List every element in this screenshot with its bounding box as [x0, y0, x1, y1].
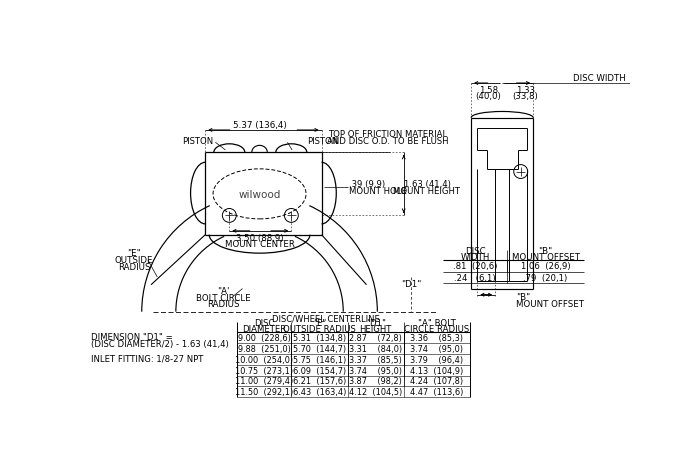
Text: 4.13  (104,9): 4.13 (104,9) [410, 366, 463, 375]
Text: DISC: DISC [465, 246, 485, 255]
Text: wilwood: wilwood [239, 189, 281, 199]
Text: 9.00  (228,6): 9.00 (228,6) [238, 334, 290, 343]
Text: 5.75  (146,1): 5.75 (146,1) [293, 355, 346, 364]
Text: 3.31    (84,0): 3.31 (84,0) [349, 344, 402, 354]
Text: INLET FITTING: 1/8-27 NPT: INLET FITTING: 1/8-27 NPT [90, 354, 203, 363]
Text: 3.87    (98,2): 3.87 (98,2) [349, 377, 402, 386]
Text: 4.12  (104,5): 4.12 (104,5) [349, 387, 402, 396]
Text: DISC: DISC [254, 318, 274, 327]
Text: 4.24  (107,8): 4.24 (107,8) [410, 377, 463, 386]
Text: 3.79    (96,4): 3.79 (96,4) [410, 355, 463, 364]
Text: 9.88  (251,0): 9.88 (251,0) [238, 344, 290, 354]
Text: .79  (20,1): .79 (20,1) [524, 273, 568, 282]
Text: 1.33: 1.33 [516, 86, 535, 95]
Text: RADIUS: RADIUS [207, 300, 239, 309]
Text: 3.74    (95,0): 3.74 (95,0) [349, 366, 402, 375]
Text: AND DISC O.D. TO BE FLUSH: AND DISC O.D. TO BE FLUSH [328, 137, 449, 146]
Text: 1.63 (41,4): 1.63 (41,4) [403, 179, 450, 188]
Text: "A': "A' [217, 286, 230, 295]
Text: TOP OF FRICTION MATERIAL: TOP OF FRICTION MATERIAL [328, 130, 448, 139]
Text: "A" BOLT: "A" BOLT [418, 318, 456, 327]
Text: MOUNT HEIGHT: MOUNT HEIGHT [393, 186, 461, 195]
Text: DISC WIDTH: DISC WIDTH [573, 74, 626, 83]
Text: BOLT CIRCLE: BOLT CIRCLE [196, 293, 251, 302]
Text: 6.21  (157,6): 6.21 (157,6) [293, 377, 346, 386]
Text: 4.47  (113,6): 4.47 (113,6) [410, 387, 463, 396]
Text: 6.43  (163,4): 6.43 (163,4) [293, 387, 346, 396]
Text: (DISC DIAMETER/2) - 1.63 (41,4): (DISC DIAMETER/2) - 1.63 (41,4) [90, 339, 228, 348]
Text: PISTON: PISTON [182, 137, 213, 146]
Text: DIAMETER: DIAMETER [242, 324, 286, 334]
Text: (33,8): (33,8) [512, 91, 538, 101]
Text: 11.00  (279,4): 11.00 (279,4) [235, 377, 293, 386]
Text: 6.09  (154,7): 6.09 (154,7) [293, 366, 346, 375]
Text: "B": "B" [516, 292, 531, 301]
Text: 3.37    (85,5): 3.37 (85,5) [349, 355, 402, 364]
Text: (40,0): (40,0) [475, 91, 501, 101]
Text: 1.58: 1.58 [479, 86, 498, 95]
Text: HEIGHT: HEIGHT [360, 324, 392, 334]
Text: MOUNT HOLE: MOUNT HOLE [349, 186, 407, 195]
Text: PISTON: PISTON [307, 137, 338, 146]
Text: DIMENSION "D1" =: DIMENSION "D1" = [90, 332, 172, 341]
Text: 1.06  (26,9): 1.06 (26,9) [521, 262, 570, 271]
Text: 5.37 (136,4): 5.37 (136,4) [232, 121, 286, 130]
Text: WIDTH: WIDTH [461, 252, 490, 261]
Text: OUTSIDE RADIUS: OUTSIDE RADIUS [284, 324, 356, 334]
Text: DISC/WHEEL CENTERLINE: DISC/WHEEL CENTERLINE [272, 313, 380, 323]
Text: CIRCLE RADIUS: CIRCLE RADIUS [404, 324, 469, 334]
Text: 2.87    (72,8): 2.87 (72,8) [349, 334, 402, 343]
Text: 3.36    (85,3): 3.36 (85,3) [410, 334, 463, 343]
Text: "E": "E" [127, 248, 141, 258]
Text: OUTSIDE: OUTSIDE [115, 255, 153, 264]
Text: "D1": "D1" [366, 318, 386, 327]
Text: MOUNT OFFSET: MOUNT OFFSET [512, 252, 580, 261]
Text: RADIUS: RADIUS [118, 262, 150, 271]
Text: "D1": "D1" [401, 279, 421, 288]
Text: 3.50 (88,9): 3.50 (88,9) [236, 234, 284, 243]
Text: 3.74    (95,0): 3.74 (95,0) [410, 344, 463, 354]
Text: 5.70  (144,7): 5.70 (144,7) [293, 344, 346, 354]
Text: 10.00  (254,0): 10.00 (254,0) [235, 355, 293, 364]
Text: "E": "E" [313, 318, 326, 327]
Text: 5.31  (134,8): 5.31 (134,8) [293, 334, 346, 343]
Text: MOUNT CENTER: MOUNT CENTER [225, 240, 295, 249]
Text: "B": "B" [538, 246, 553, 255]
Text: MOUNT OFFSET: MOUNT OFFSET [516, 299, 584, 308]
Text: .39 (9,9): .39 (9,9) [349, 179, 386, 188]
Text: 10.75  (273,1): 10.75 (273,1) [235, 366, 293, 375]
Text: 11.50  (292,1): 11.50 (292,1) [235, 387, 293, 396]
Text: .24   (6,1): .24 (6,1) [454, 273, 496, 282]
Text: .81  (20,6): .81 (20,6) [453, 262, 497, 271]
